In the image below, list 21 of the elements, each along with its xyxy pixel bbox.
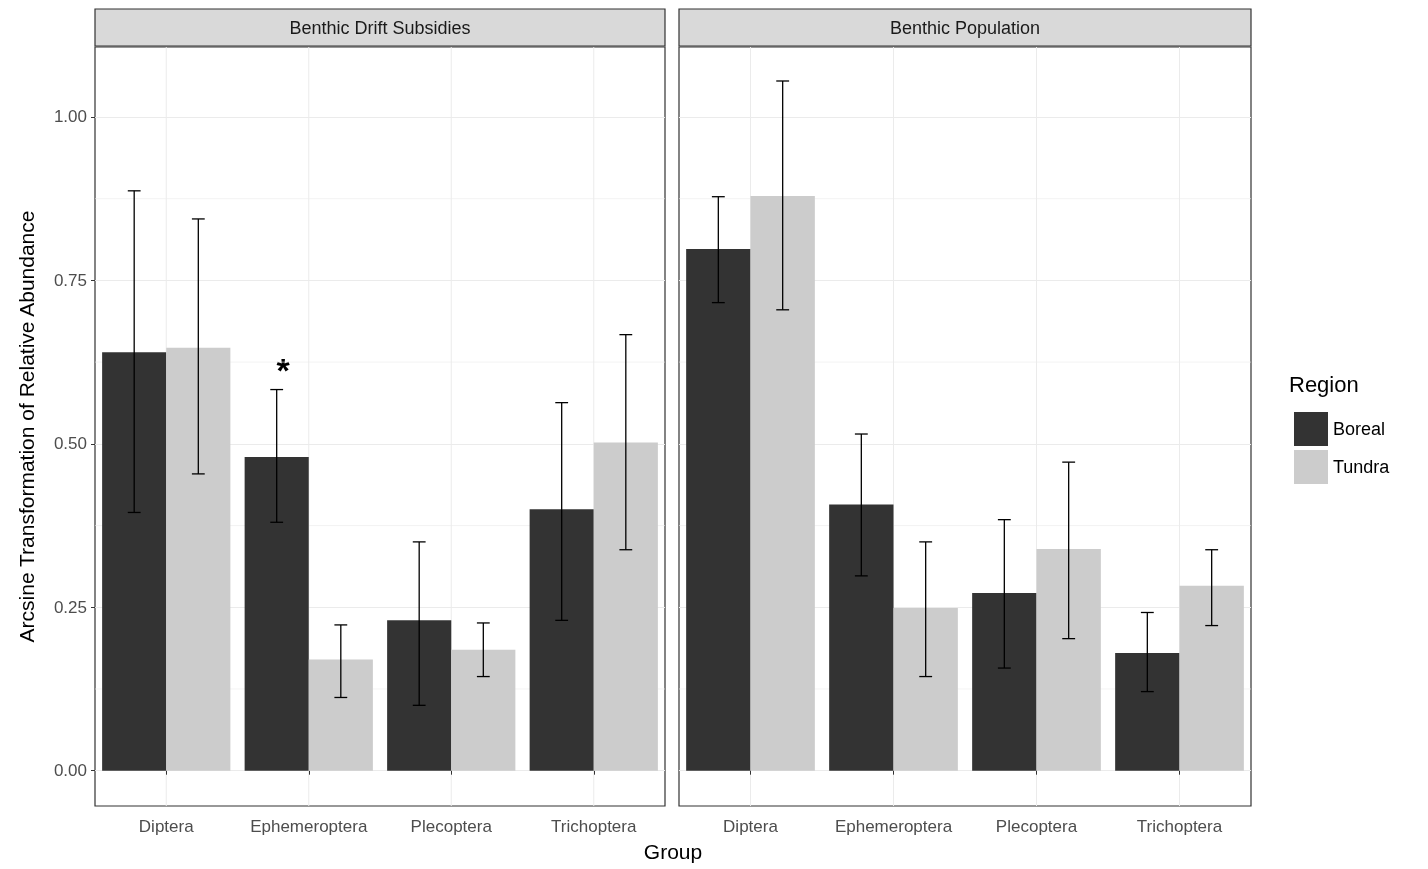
- y-tick-label: 0.00: [53, 761, 87, 781]
- x-axis-title: Group: [642, 840, 704, 864]
- y-tick-label: 1.00: [53, 107, 87, 127]
- x-tick-label: Plecoptera: [995, 817, 1078, 836]
- annotation: *: [276, 351, 291, 389]
- chart-title: Benthic Population: [889, 18, 1041, 38]
- x-tick-label: Ephemeroptera: [250, 817, 368, 836]
- x-tick-label: Trichoptera: [551, 817, 637, 836]
- x-tick-label: Diptera: [723, 817, 779, 836]
- y-tick-label: 0.25: [53, 597, 87, 617]
- x-tick-label: Plecoptera: [410, 817, 493, 836]
- y-tick-label: 0.75: [53, 270, 87, 290]
- legend-label: Tundra: [1333, 457, 1391, 477]
- legend-label: Boreal: [1333, 419, 1386, 439]
- y-tick-label: 0.50: [53, 434, 87, 454]
- x-tick-label: Diptera: [138, 817, 195, 836]
- y-axis-title: Arcsine Transformation of Relative Abundance: [15, 210, 38, 643]
- x-tick-label: Ephemeroptera: [834, 817, 953, 836]
- legend-title: Region: [1289, 371, 1359, 397]
- chart-title: Benthic Drift Subsidies: [289, 18, 471, 38]
- x-tick-label: Trichoptera: [1136, 817, 1223, 836]
